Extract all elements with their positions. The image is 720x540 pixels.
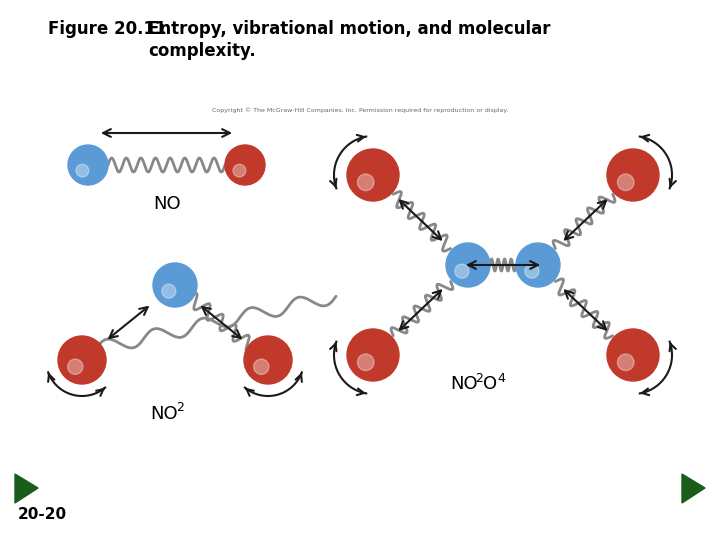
Circle shape [607,149,659,201]
Text: O: O [483,375,497,393]
Text: Figure 20.11: Figure 20.11 [48,20,166,38]
Text: 2: 2 [475,372,483,385]
Circle shape [244,336,292,384]
Text: complexity.: complexity. [148,42,256,60]
Circle shape [618,354,634,370]
Polygon shape [15,474,38,503]
Circle shape [525,264,539,278]
Circle shape [162,284,176,298]
Text: 2: 2 [176,401,184,414]
Circle shape [68,145,108,185]
Circle shape [455,264,469,278]
Text: NO: NO [153,195,181,213]
Circle shape [357,354,374,370]
Text: Copyright © The McGraw-Hill Companies, Inc. Permission required for reproduction: Copyright © The McGraw-Hill Companies, I… [212,107,508,113]
Circle shape [225,145,265,185]
Circle shape [153,263,197,307]
Circle shape [446,243,490,287]
Text: 20-20: 20-20 [18,507,67,522]
Circle shape [68,359,83,374]
Text: 4: 4 [497,372,505,385]
Circle shape [76,164,89,177]
Circle shape [253,359,269,374]
Circle shape [618,174,634,191]
Polygon shape [682,474,705,503]
Circle shape [607,329,659,381]
Circle shape [516,243,560,287]
Circle shape [58,336,106,384]
Text: NO: NO [450,375,477,393]
Circle shape [347,149,399,201]
Text: Entropy, vibrational motion, and molecular: Entropy, vibrational motion, and molecul… [148,20,551,38]
Circle shape [233,164,246,177]
Circle shape [347,329,399,381]
Circle shape [357,174,374,191]
Text: NO: NO [150,405,178,423]
